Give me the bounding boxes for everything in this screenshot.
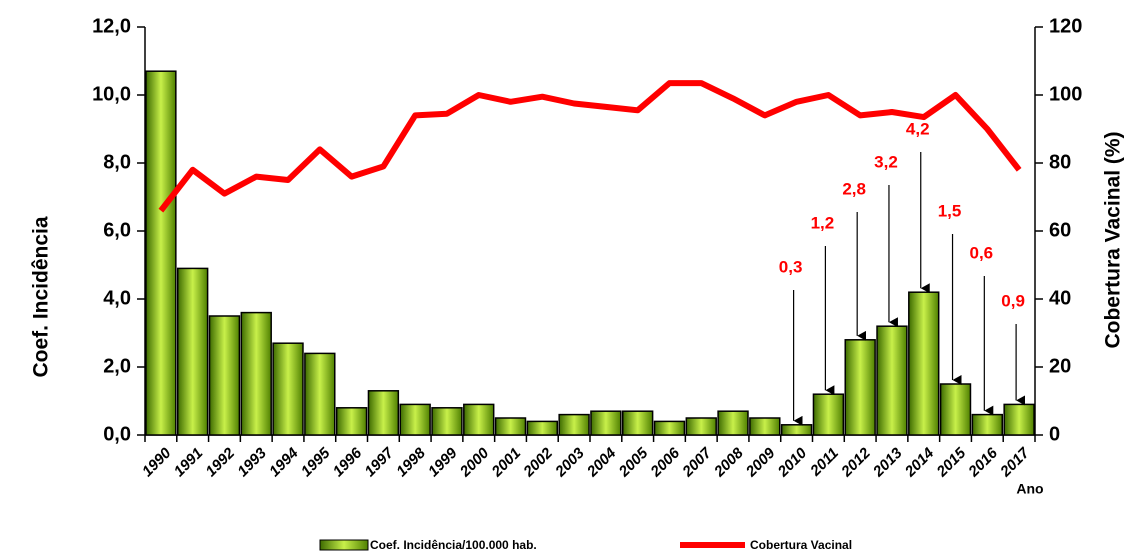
y-tick-label: 0,0 <box>103 423 131 445</box>
y-tick-label: 2,0 <box>103 355 131 377</box>
bar <box>1003 403 1035 436</box>
bar <box>304 352 336 436</box>
bar <box>844 339 876 436</box>
x-tick-label: 2001 <box>488 445 524 481</box>
x-tick-label: 1996 <box>330 444 366 480</box>
y2-tick-label: 120 <box>1049 15 1082 37</box>
bar <box>590 410 622 436</box>
x-tick-label: 2013 <box>869 444 906 481</box>
bar <box>971 413 1004 436</box>
bar <box>780 424 813 436</box>
bar <box>749 417 781 436</box>
data-label: 0,3 <box>779 257 803 276</box>
x-tick-label: 2002 <box>520 444 557 481</box>
x-tick-label: 2014 <box>901 444 938 481</box>
x-tick-label: 2016 <box>965 444 1002 481</box>
bar <box>717 410 749 436</box>
bar <box>367 390 400 436</box>
data-label: 4,2 <box>906 119 930 138</box>
bar <box>240 311 272 436</box>
y2-tick-label: 0 <box>1049 423 1060 445</box>
bar <box>558 413 590 436</box>
y2-tick-label: 40 <box>1049 287 1071 309</box>
bar <box>812 393 845 436</box>
bar <box>939 383 972 436</box>
x-tick-label: 1990 <box>139 444 175 480</box>
y-tick-label: 12,0 <box>92 15 131 37</box>
bar <box>653 420 686 436</box>
y-axis-title: Coef. Incidência <box>30 216 53 377</box>
bar <box>908 291 940 436</box>
bar <box>335 407 368 436</box>
x-tick-label: 1992 <box>202 444 238 480</box>
bar <box>526 420 559 436</box>
bar <box>145 70 177 436</box>
bar <box>176 267 209 436</box>
bar <box>208 315 241 436</box>
bar <box>272 342 304 436</box>
x-tick-label: 2011 <box>806 445 842 481</box>
x-tick-label: 1995 <box>298 444 334 480</box>
y2-tick-label: 60 <box>1049 219 1071 241</box>
x-tick-label: 2017 <box>996 444 1033 481</box>
bar <box>685 417 717 436</box>
x-tick-label: 2015 <box>933 444 970 481</box>
data-label: 2,8 <box>842 179 866 198</box>
y2-tick-label: 100 <box>1049 83 1082 105</box>
y-tick-label: 10,0 <box>92 83 131 105</box>
data-label: 1,2 <box>811 213 835 232</box>
bar <box>621 410 654 436</box>
x-tick-label: 2000 <box>456 444 493 481</box>
x-axis-title: Ano <box>1016 481 1043 497</box>
bar <box>399 403 431 436</box>
x-tick-label: 1999 <box>425 444 461 480</box>
x-tick-label: 2008 <box>710 444 747 481</box>
x-tick-label: 1993 <box>234 444 270 480</box>
y2-tick-label: 80 <box>1049 151 1071 173</box>
x-tick-label: 2009 <box>742 444 779 481</box>
y2-tick-label: 20 <box>1049 355 1071 377</box>
x-tick-label: 1997 <box>361 444 397 480</box>
y2-axis-title: Cobertura Vacinal (%) <box>1102 131 1125 348</box>
y-tick-label: 4,0 <box>103 287 131 309</box>
bar <box>876 325 908 436</box>
x-tick-label: 2010 <box>774 444 811 481</box>
x-tick-label: 2007 <box>679 444 716 481</box>
legend-label: Cobertura Vacinal <box>750 538 852 552</box>
line <box>158 80 1022 213</box>
bar <box>463 403 495 436</box>
data-label: 3,2 <box>874 152 898 171</box>
x-tick-label: 2006 <box>647 444 684 481</box>
legend-swatch <box>319 539 369 551</box>
x-tick-label: 2003 <box>551 444 588 481</box>
x-tick-label: 2012 <box>837 444 874 481</box>
data-label: 0,6 <box>970 243 994 262</box>
x-tick-label: 2004 <box>583 444 620 481</box>
bar <box>431 407 463 436</box>
data-label: 1,5 <box>938 201 962 220</box>
y-tick-label: 8,0 <box>103 151 131 173</box>
x-tick-label: 2005 <box>615 444 652 481</box>
x-tick-label: 1998 <box>393 444 429 480</box>
bar <box>494 417 527 436</box>
legend-label: Coef. Incidência/100.000 hab. <box>370 538 537 552</box>
y-tick-label: 6,0 <box>103 219 131 241</box>
data-label: 0,9 <box>1001 291 1025 310</box>
x-tick-label: 1994 <box>266 444 302 480</box>
x-tick-label: 1991 <box>171 445 207 481</box>
